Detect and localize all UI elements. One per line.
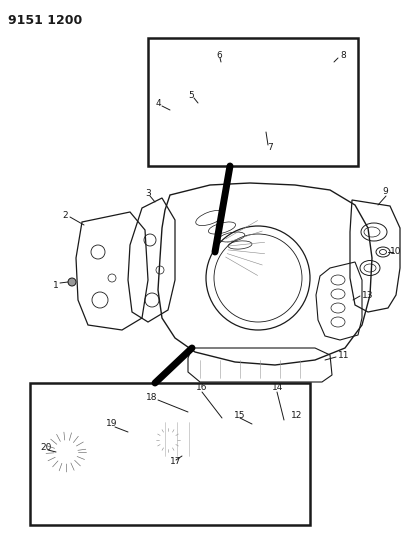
- Text: 2: 2: [62, 211, 68, 220]
- Text: 16: 16: [196, 384, 208, 392]
- Text: 17: 17: [170, 457, 182, 466]
- Text: 1: 1: [53, 280, 59, 289]
- Text: 14: 14: [272, 384, 283, 392]
- Text: 12: 12: [291, 410, 302, 419]
- Text: 15: 15: [234, 410, 245, 419]
- Text: 19: 19: [106, 419, 118, 429]
- Bar: [148, 38, 358, 166]
- Circle shape: [68, 278, 76, 286]
- Text: 9: 9: [382, 188, 388, 197]
- Text: 4: 4: [156, 99, 162, 108]
- Text: 18: 18: [146, 393, 157, 402]
- Text: 11: 11: [338, 351, 349, 360]
- Text: 13: 13: [362, 290, 374, 300]
- Text: 8: 8: [340, 51, 346, 60]
- Text: 10: 10: [390, 247, 402, 256]
- Bar: [30, 383, 310, 525]
- Text: 6: 6: [216, 51, 222, 60]
- Ellipse shape: [244, 79, 272, 101]
- Circle shape: [322, 74, 338, 90]
- Text: 3: 3: [145, 189, 151, 198]
- Circle shape: [295, 397, 302, 403]
- Text: 9151 1200: 9151 1200: [8, 14, 82, 27]
- Text: 7: 7: [267, 143, 273, 152]
- Text: 5: 5: [188, 91, 194, 100]
- Text: 20: 20: [40, 443, 51, 453]
